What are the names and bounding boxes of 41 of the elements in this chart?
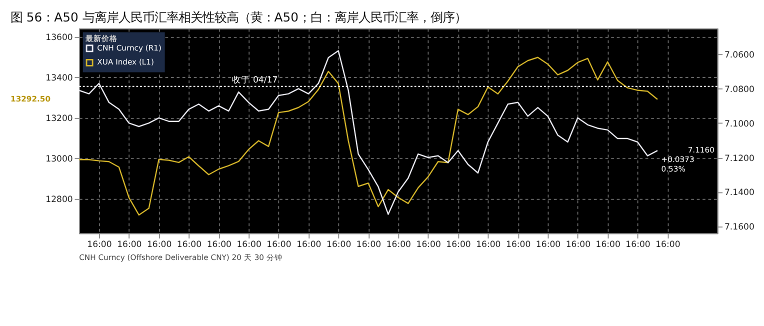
y2-tick-label: 7.0800 — [724, 84, 754, 95]
y2-tick-label: 7.0600 — [724, 50, 754, 61]
text: 13292.50 — [10, 94, 50, 104]
x-tick-label: 16:00 — [296, 240, 322, 250]
legend-title: 最新价格 — [84, 34, 119, 43]
x-tick-label: 16:00 — [506, 240, 531, 250]
y-tick-label: 13400 — [46, 73, 73, 84]
x-tick-label: 16:00 — [206, 240, 232, 250]
y2-tick-label: 7.1400 — [724, 188, 754, 198]
x-tick-label: 16:00 — [236, 240, 262, 250]
x-tick-label: 16:00 — [626, 240, 650, 250]
y-tick-label: 13000 — [46, 154, 73, 165]
x-tick-label: 16:00 — [656, 240, 680, 250]
x-tick-label: 16:00 — [596, 240, 620, 250]
y2-tick-label: 7.1000 — [724, 119, 754, 130]
x-tick-label: 16:00 — [176, 240, 202, 250]
y-tick-label: 13200 — [46, 114, 73, 124]
x-tick-label: 16:00 — [566, 240, 591, 250]
x-tick-label: 16:00 — [326, 240, 352, 250]
x-tick-label: 16:00 — [117, 240, 142, 250]
x-tick-label: 16:00 — [87, 240, 112, 250]
x-tick-label: 16:00 — [476, 240, 501, 250]
annotation: 0.53% — [661, 164, 686, 174]
legend-label: XUA Index (L1) — [97, 58, 154, 67]
x-tick-label: 16:00 — [446, 240, 471, 250]
legend-label: CNH Curncy (R1) — [97, 43, 162, 52]
x-tick-label: 16:00 — [536, 240, 561, 250]
text: CNH Curncy (Offshore Deliverable CNY) 20 天 30 分钟 — [79, 252, 282, 262]
x-tick-label: 16:00 — [386, 240, 412, 250]
annotation: 7.1160 — [688, 146, 715, 155]
x-tick-label: 16:00 — [356, 240, 382, 250]
y-tick-label: 12800 — [46, 195, 73, 206]
y2-tick-label: 7.1200 — [724, 154, 754, 164]
y2-tick-label: 7.1600 — [724, 222, 754, 233]
chart-title: 图 56：A50 与离岸人民币汇率相关性较高（黄：A50；白：离岸人民币汇率，倒序） — [10, 10, 467, 25]
x-tick-label: 16:00 — [266, 240, 292, 250]
x-tick-label: 16:00 — [416, 240, 441, 250]
annotation: +0.0373 — [661, 155, 694, 164]
x-tick-label: 16:00 — [146, 240, 172, 250]
y-tick-label: 13600 — [46, 32, 73, 43]
ref-line-label: 收于 04/17 — [232, 74, 278, 86]
